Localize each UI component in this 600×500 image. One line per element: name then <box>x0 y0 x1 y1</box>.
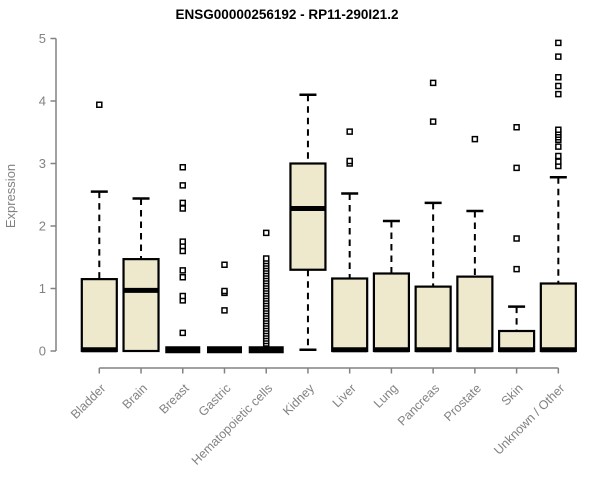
y-tick-label: 1 <box>39 281 46 296</box>
box-lung <box>372 219 411 353</box>
outlier-point <box>262 255 270 262</box>
outlier-point <box>555 158 562 165</box>
outlier-point <box>555 143 562 150</box>
x-tick-label: Hematopoietic cells <box>189 381 276 468</box>
box-breast <box>165 164 201 354</box>
x-tick-label: Skin <box>499 381 526 408</box>
x-tick-label: Liver <box>330 381 359 410</box>
outlier-point <box>513 235 520 242</box>
outlier-point <box>555 90 562 98</box>
outlier-point <box>346 157 353 165</box>
median-line <box>290 206 326 211</box>
chart-title: ENSG00000256192 - RP11-290I21.2 <box>175 7 399 22</box>
outlier-point <box>555 152 562 160</box>
outlier-point <box>555 74 562 81</box>
y-axis: 0 1 2 3 4 5 <box>39 31 57 359</box>
outlier-point <box>555 53 562 60</box>
iqr-box <box>539 282 577 353</box>
median-line <box>457 347 493 353</box>
box-brain <box>122 197 160 353</box>
x-tick-label: Unknown / Other <box>491 381 567 457</box>
median-line <box>540 347 576 353</box>
outlier-point <box>179 199 187 207</box>
x-tick-label: Lung <box>371 381 401 411</box>
outlier-point <box>429 118 437 125</box>
median-line <box>123 287 159 293</box>
box-hematopoietic-cells <box>248 229 284 354</box>
outlier-point <box>221 287 228 295</box>
outlier-point <box>179 292 187 300</box>
outlier-point <box>179 164 187 171</box>
collapsed-box <box>206 346 242 354</box>
outlier-point <box>346 128 353 135</box>
x-tick-label: Prostate <box>441 381 484 424</box>
outlier-point <box>262 229 270 237</box>
median-line <box>332 347 368 353</box>
outlier-point <box>513 164 520 172</box>
outlier-point <box>513 124 520 131</box>
box-bladder <box>80 101 118 353</box>
median-line <box>499 347 535 353</box>
x-tick-label: Gastric <box>196 381 234 419</box>
y-tick-label: 2 <box>39 219 46 234</box>
y-tick-label: 0 <box>39 344 46 359</box>
y-tick-label: 3 <box>39 156 46 171</box>
box-unknown-other <box>539 39 577 353</box>
median-line <box>415 347 451 353</box>
x-tick-label: Bladder <box>68 381 108 421</box>
box-liver <box>331 128 369 353</box>
collapsed-box <box>165 346 201 354</box>
outlier-point <box>555 82 562 90</box>
outlier-point <box>471 135 479 143</box>
box-prostate <box>456 135 494 353</box>
iqr-box <box>372 272 411 353</box>
outlier-point <box>179 274 187 281</box>
outlier-point <box>179 182 187 189</box>
collapsed-box <box>248 346 284 354</box>
outlier-point <box>179 267 187 274</box>
outlier-point <box>221 261 228 268</box>
outlier-point <box>555 39 562 47</box>
outlier-point <box>221 307 228 314</box>
box-gastric <box>206 261 242 354</box>
outlier-point <box>555 126 562 133</box>
iqr-box <box>122 258 160 353</box>
outlier-point <box>513 265 520 273</box>
y-tick-label: 5 <box>39 31 46 46</box>
outlier-point <box>429 79 437 87</box>
x-tick-label: Kidney <box>280 381 317 418</box>
outlier-point <box>179 329 187 337</box>
iqr-box <box>456 275 494 353</box>
outlier-point <box>179 205 187 212</box>
box-pancreas <box>414 79 452 353</box>
iqr-box <box>80 278 118 353</box>
outlier-point <box>179 238 187 245</box>
iqr-box <box>331 277 369 353</box>
y-tick-label: 4 <box>39 94 46 109</box>
median-line <box>373 347 409 353</box>
x-tick-label: Breast <box>156 381 192 417</box>
iqr-box <box>414 285 452 353</box>
x-tick-label: Pancreas <box>395 381 442 428</box>
iqr-box <box>289 162 327 271</box>
box-kidney <box>289 93 327 351</box>
box-skin <box>498 124 536 353</box>
median-line <box>81 347 117 353</box>
outlier-point <box>96 101 103 108</box>
x-tick-label: Brain <box>120 381 151 412</box>
